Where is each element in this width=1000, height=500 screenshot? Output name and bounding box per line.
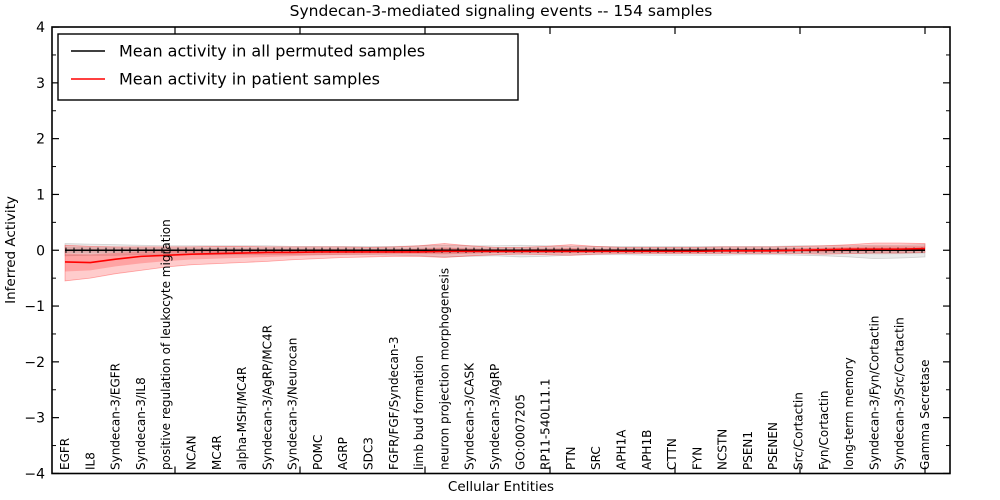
x-category-label: long-term memory (842, 357, 856, 470)
x-category-label: Syndecan-3/Neurocan (286, 338, 300, 470)
patient-mean-line (64, 247, 926, 264)
x-category-label: limb bud formation (412, 355, 426, 470)
x-category-label: Src/Cortactin (792, 392, 806, 470)
y-axis-label: Inferred Activity (3, 196, 19, 304)
x-category-label: CTTN (665, 438, 679, 470)
y-tick-label: 2 (36, 132, 45, 148)
x-category-label: SRC (589, 446, 603, 470)
x-category-label: PSEN1 (741, 431, 755, 470)
x-category-labels: EGFR IL8 Syndecan-3/EGFR Syndecan-3/IL8 posi… (58, 219, 932, 470)
x-category-label: PTN (564, 446, 578, 470)
x-category-label: EGFR (58, 438, 72, 470)
y-tick-labels: 4 3 2 1 0 −1 −2 −3 −4 (24, 20, 45, 482)
axes-frame (51, 26, 951, 475)
x-category-label: IL8 (83, 452, 97, 470)
x-category-label: NCSTN (716, 429, 730, 470)
x-category-label: GO:0007205 (513, 394, 527, 470)
x-category-label: APH1B (640, 430, 654, 470)
y-tick-label: −3 (24, 411, 45, 427)
x-category-label: MC4R (210, 435, 224, 470)
x-category-label: alpha-MSH/MC4R (235, 367, 249, 470)
legend: Mean activity in all permuted samples Me… (57, 33, 519, 101)
x-category-label: APH1A (614, 429, 628, 470)
x-category-label: Syndecan-3/EGFR (109, 363, 123, 470)
x-category-label: PSENEN (766, 422, 780, 470)
x-category-label: Fyn/Cortactin (817, 390, 831, 470)
x-category-label: NCAN (184, 435, 198, 470)
x-category-label: FGFR/FGF/Syndecan-3 (387, 337, 401, 470)
x-category-label: POMC (311, 435, 325, 470)
legend-label-permuted: Mean activity in all permuted samples (119, 42, 425, 61)
legend-label-patient: Mean activity in patient samples (119, 70, 380, 89)
y-tick-label: 0 (36, 243, 45, 259)
y-tick-label: −1 (24, 299, 45, 315)
y-tick-label: 3 (36, 76, 45, 92)
x-category-label: FYN (690, 447, 704, 470)
x-category-label: RP11-540L11.1 (539, 379, 553, 470)
x-category-label: SDC3 (362, 437, 376, 470)
legend-box (57, 33, 519, 101)
x-axis-label: Cellular Entities (448, 479, 554, 495)
y-tick-label: 4 (36, 20, 45, 36)
x-category-label: Syndecan-3/Src/Cortactin (893, 317, 907, 470)
x-category-label: Syndecan-3/AgRP/MC4R (260, 325, 274, 470)
y-tick-label: −4 (24, 466, 45, 482)
x-category-label: Syndecan-3/IL8 (134, 377, 148, 470)
y-tick-label: −2 (24, 355, 45, 371)
y-tick-label: 1 (36, 187, 45, 203)
x-category-label: positive regulation of leukocyte migrati… (159, 219, 173, 470)
series-lines (64, 247, 926, 264)
chart-title: Syndecan-3-mediated signaling events -- … (290, 2, 713, 20)
x-category-label: AGRP (336, 437, 350, 470)
x-category-label: Gamma Secretase (918, 359, 932, 470)
x-category-label: Syndecan-3/Fyn/Cortactin (867, 316, 881, 470)
x-category-label: neuron projection morphogenesis (437, 268, 451, 470)
x-category-label: Syndecan-3/CASK (463, 362, 477, 470)
x-category-label: Syndecan-3/AgRP (488, 364, 502, 470)
